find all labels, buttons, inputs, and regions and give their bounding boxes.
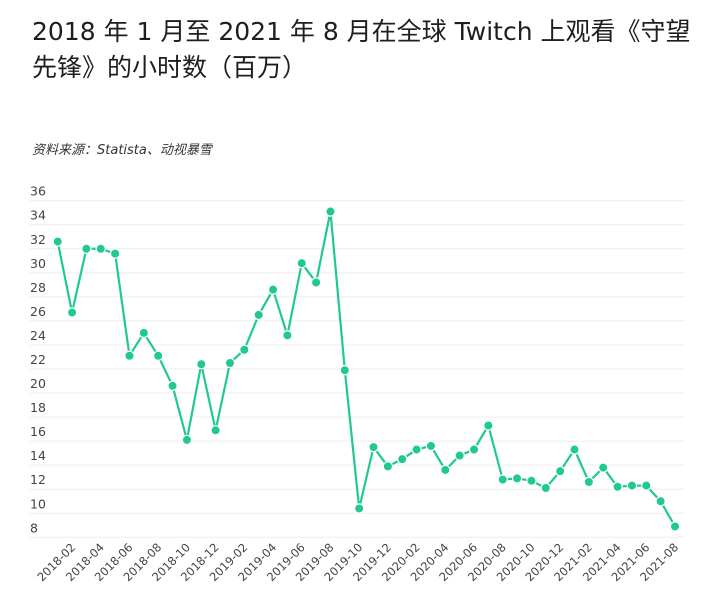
data-point (440, 464, 451, 476)
data-point (95, 243, 106, 254)
y-tick-label: 28 (30, 280, 46, 295)
y-tick-label: 18 (30, 400, 46, 415)
chart-source: 资料来源：Statista、动视暴雪 (32, 143, 212, 158)
y-tick-label: 30 (30, 256, 46, 271)
y-tick-label: 36 (30, 184, 46, 199)
data-point (109, 248, 121, 259)
y-tick-label: 24 (30, 328, 46, 343)
data-point (468, 444, 480, 455)
data-point (181, 434, 193, 446)
data-point (641, 480, 652, 491)
data-point (526, 475, 537, 486)
data-point (124, 350, 135, 361)
data-point (81, 243, 92, 254)
data-point (368, 441, 379, 453)
y-tick-label: 32 (30, 232, 46, 247)
data-point (152, 350, 164, 361)
y-tick-label: 14 (30, 448, 46, 463)
data-point (483, 420, 494, 431)
data-point (598, 462, 609, 473)
y-tick-label: 22 (30, 352, 46, 367)
data-point (310, 277, 322, 288)
data-point (511, 473, 523, 484)
data-point (497, 474, 508, 485)
data-point (167, 380, 178, 392)
data-point (138, 327, 150, 339)
data-point (554, 465, 566, 477)
data-point (325, 206, 336, 217)
data-point (583, 476, 595, 488)
data-point (224, 357, 236, 369)
y-tick-label: 8 (30, 520, 38, 535)
data-point (282, 330, 293, 341)
y-tick-label: 26 (30, 304, 46, 319)
data-point (210, 425, 221, 436)
chart-title: 2018 年 1 月至 2021 年 8 月在全球 Twitch 上观看《守望先… (32, 17, 691, 82)
y-tick-label: 16 (30, 424, 46, 439)
data-point (339, 365, 351, 376)
data-point (425, 440, 437, 452)
data-point (253, 309, 264, 321)
data-point (669, 521, 681, 532)
data-point (52, 236, 63, 247)
data-point (296, 258, 307, 269)
data-point (540, 482, 551, 494)
data-point (66, 307, 78, 318)
data-point (411, 444, 422, 455)
y-tick-label: 10 (30, 496, 46, 511)
data-point (655, 496, 666, 507)
y-tick-label: 12 (30, 472, 46, 487)
y-tick-label: 20 (30, 376, 46, 391)
data-point (239, 344, 250, 355)
data-point (397, 453, 408, 465)
y-tick-label: 34 (30, 208, 46, 223)
data-point (612, 481, 623, 493)
data-point (454, 450, 465, 461)
data-point (382, 461, 394, 472)
data-point (196, 358, 207, 370)
data-point (353, 503, 365, 514)
data-point (267, 284, 279, 295)
data-point (569, 444, 580, 455)
data-point (626, 480, 638, 491)
